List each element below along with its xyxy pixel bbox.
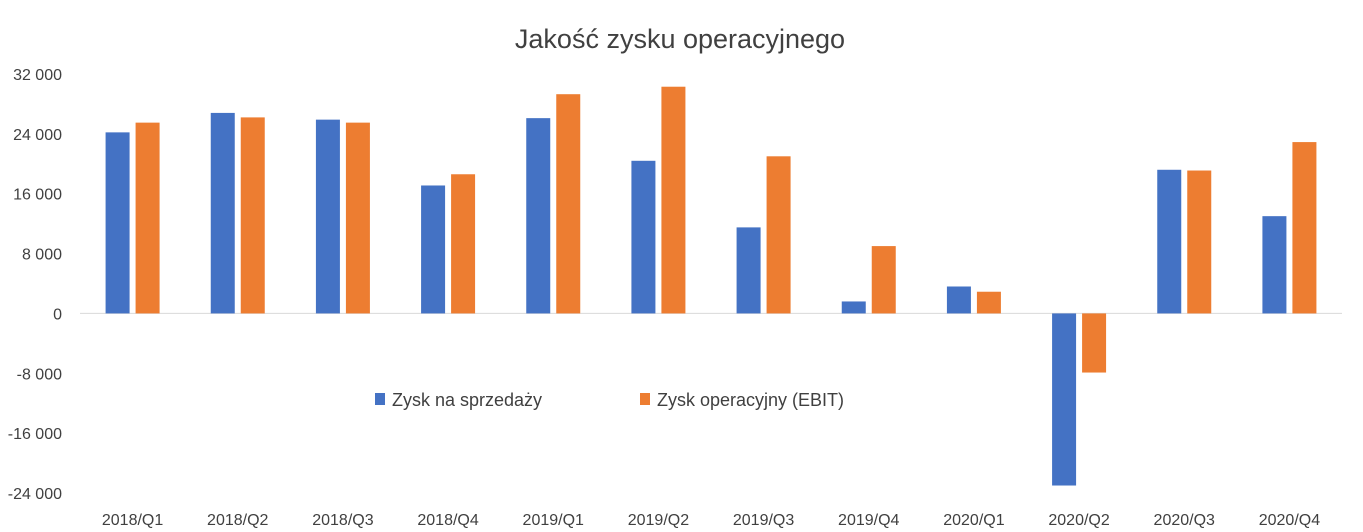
legend-label-zysk-operacyjny: Zysk operacyjny (EBIT) <box>657 390 844 410</box>
bar-zysk-na-sprzedazy-2018-q2 <box>210 112 235 314</box>
x-tick-label: 2018/Q1 <box>102 512 163 529</box>
y-axis: 32 000 24 000 16 000 8 000 0 -8 000 -16 000 -24… <box>8 67 62 503</box>
bar-zysk-operacyjny-ebit-2018-q1 <box>135 122 160 314</box>
bar-zysk-na-sprzedazy-2020-q4 <box>1262 216 1287 314</box>
x-tick-label: 2020/Q1 <box>943 512 1004 529</box>
bar-zysk-na-sprzedazy-2020-q2 <box>1052 313 1077 486</box>
x-tick-label: 2019/Q3 <box>733 512 794 529</box>
y-tick-label: -16 000 <box>8 426 62 443</box>
bar-zysk-operacyjny-ebit-2020-q4 <box>1292 142 1317 314</box>
y-tick-label: 24 000 <box>13 127 62 144</box>
y-tick-label: -24 000 <box>8 486 62 503</box>
bar-zysk-operacyjny-ebit-2018-q3 <box>345 122 370 314</box>
x-tick-label: 2020/Q4 <box>1259 512 1320 529</box>
bar-zysk-operacyjny-ebit-2019-q1 <box>556 94 581 314</box>
bar-zysk-operacyjny-ebit-2020-q2 <box>1082 313 1107 373</box>
x-tick-label: 2020/Q2 <box>1048 512 1109 529</box>
bar-zysk-na-sprzedazy-2019-q1 <box>526 118 551 314</box>
x-tick-label: 2019/Q4 <box>838 512 899 529</box>
bar-zysk-operacyjny-ebit-2020-q3 <box>1187 170 1212 314</box>
legend-label-zysk-na-sprzedazy: Zysk na sprzedaży <box>392 390 542 410</box>
y-tick-label: 8 000 <box>22 247 62 264</box>
bar-zysk-na-sprzedazy-2020-q3 <box>1157 169 1182 314</box>
y-tick-label: -8 000 <box>17 366 62 383</box>
x-tick-label: 2018/Q2 <box>207 512 268 529</box>
legend-swatch-zysk-na-sprzedazy <box>375 393 385 405</box>
bar-zysk-na-sprzedazy-2018-q3 <box>315 119 340 314</box>
bar-zysk-operacyjny-ebit-2019-q3 <box>766 156 791 314</box>
bar-zysk-operacyjny-ebit-2018-q2 <box>240 117 265 314</box>
y-tick-label: 0 <box>53 306 62 323</box>
bar-zysk-na-sprzedazy-2018-q1 <box>105 132 130 314</box>
y-tick-label: 32 000 <box>13 67 62 84</box>
bar-zysk-na-sprzedazy-2020-q1 <box>946 286 971 314</box>
bar-zysk-na-sprzedazy-2019-q3 <box>736 227 761 314</box>
x-axis: 2018/Q1 2018/Q2 2018/Q3 2018/Q4 2019/Q1 2019/… <box>102 512 1320 529</box>
legend: Zysk na sprzedaży Zysk operacyjny (EBIT) <box>375 390 844 410</box>
bars-group <box>105 86 1317 486</box>
legend-swatch-zysk-operacyjny <box>640 393 650 405</box>
bar-zysk-operacyjny-ebit-2019-q4 <box>871 246 896 314</box>
x-tick-label: 2020/Q3 <box>1154 512 1215 529</box>
bar-zysk-na-sprzedazy-2018-q4 <box>421 185 446 314</box>
bar-zysk-operacyjny-ebit-2020-q1 <box>976 291 1001 314</box>
chart-title: Jakość zysku operacyjnego <box>515 24 845 54</box>
y-tick-label: 16 000 <box>13 187 62 204</box>
x-tick-label: 2018/Q4 <box>417 512 478 529</box>
x-tick-label: 2018/Q3 <box>312 512 373 529</box>
x-tick-label: 2019/Q1 <box>523 512 584 529</box>
bar-zysk-na-sprzedazy-2019-q2 <box>631 160 656 314</box>
bar-zysk-operacyjny-ebit-2018-q4 <box>451 174 476 314</box>
bar-zysk-na-sprzedazy-2019-q4 <box>841 301 866 314</box>
x-tick-label: 2019/Q2 <box>628 512 689 529</box>
bar-zysk-operacyjny-ebit-2019-q2 <box>661 86 686 314</box>
